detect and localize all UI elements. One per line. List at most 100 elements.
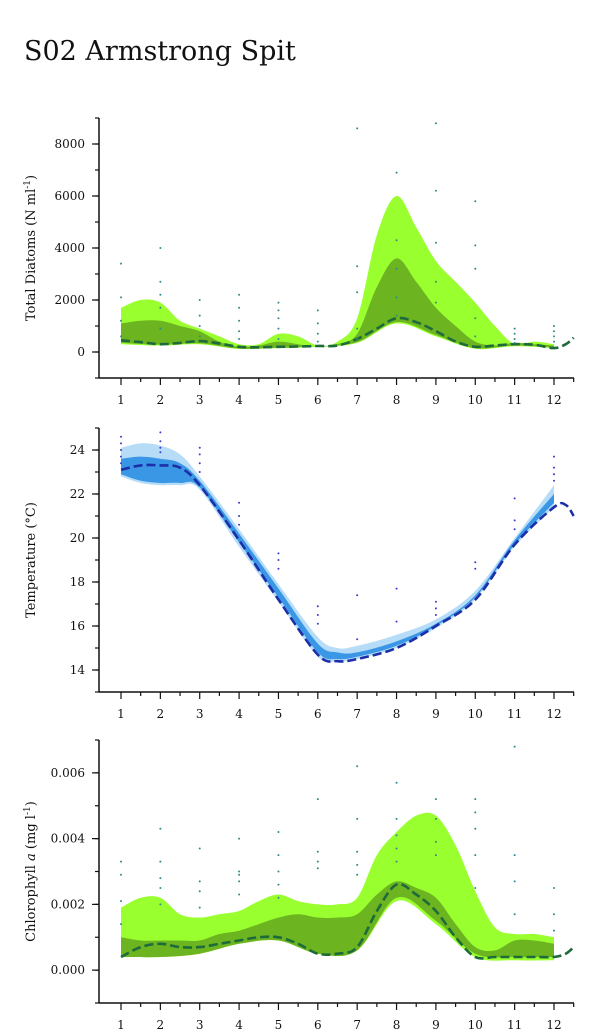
data-point — [120, 296, 122, 299]
x-tick-label: 1 — [117, 707, 125, 721]
data-point — [356, 291, 359, 294]
y-tick-label: 8000 — [54, 137, 85, 151]
x-tick-label: 8 — [393, 393, 401, 407]
data-point — [238, 873, 241, 876]
x-tick-label: 4 — [235, 707, 243, 721]
data-point — [395, 171, 398, 174]
data-point — [434, 840, 437, 843]
mean-line — [120, 882, 575, 960]
x-tick-label: 8 — [393, 707, 401, 721]
data-point — [198, 325, 201, 327]
data-point — [474, 200, 477, 203]
x-tick-label: 6 — [314, 707, 322, 721]
data-point — [277, 883, 280, 886]
data-point — [120, 262, 122, 265]
data-point — [513, 338, 516, 340]
data-point — [198, 314, 201, 317]
data-point — [513, 341, 516, 344]
data-point — [474, 335, 477, 338]
data-point — [159, 327, 162, 330]
x-tick-label: 12 — [546, 707, 561, 721]
data-point — [434, 301, 437, 304]
data-point — [553, 473, 555, 476]
data-point — [553, 466, 555, 469]
data-point — [553, 886, 555, 889]
data-point — [316, 605, 319, 608]
x-tick-label: 7 — [353, 393, 361, 407]
data-point — [316, 867, 319, 870]
data-point — [159, 877, 162, 880]
data-point — [316, 860, 319, 863]
data-point — [277, 327, 280, 330]
x-tick-label: 7 — [353, 707, 361, 721]
data-point — [395, 267, 398, 270]
x-tick-label: 7 — [353, 1018, 361, 1032]
data-point — [474, 854, 477, 857]
data-point — [316, 322, 319, 325]
data-point — [238, 880, 241, 883]
data-point — [159, 293, 162, 296]
inner-band — [121, 456, 554, 660]
data-point — [120, 455, 122, 458]
data-point — [316, 614, 319, 616]
y-tick-label: 24 — [70, 443, 86, 457]
y-tick-label: 14 — [70, 663, 86, 677]
data-point — [356, 594, 359, 597]
x-tick-label: 5 — [275, 393, 283, 407]
data-point — [474, 798, 477, 801]
x-tick-label: 10 — [468, 707, 483, 721]
data-point — [395, 834, 398, 837]
x-tick-label: 10 — [468, 393, 483, 407]
x-tick-label: 5 — [275, 1018, 283, 1032]
data-point — [513, 332, 516, 335]
data-point — [159, 280, 162, 283]
data-point — [120, 435, 122, 438]
data-point — [553, 913, 555, 916]
data-point — [159, 827, 162, 830]
data-point — [277, 896, 280, 899]
data-point — [513, 519, 516, 522]
x-tick-label: 2 — [157, 1018, 165, 1032]
y-tick-label: 20 — [70, 531, 85, 545]
data-point — [238, 319, 241, 322]
data-point — [474, 811, 477, 814]
data-point — [474, 267, 477, 270]
data-point — [513, 913, 516, 916]
data-point — [120, 442, 122, 445]
x-tick-label: 6 — [314, 1018, 322, 1032]
data-point — [120, 873, 122, 876]
data-point — [198, 462, 201, 465]
x-tick-label: 10 — [468, 1018, 483, 1032]
data-point — [238, 306, 241, 309]
data-point — [198, 471, 201, 473]
data-point — [356, 127, 359, 130]
data-point — [356, 873, 359, 876]
data-point — [513, 854, 516, 857]
data-point — [553, 325, 555, 327]
data-point — [513, 528, 516, 531]
data-point — [316, 798, 319, 801]
data-point — [238, 893, 241, 896]
page-title: S02 Armstrong Spit — [24, 36, 296, 67]
data-point — [513, 497, 516, 500]
data-point — [434, 189, 437, 192]
data-point — [159, 247, 162, 249]
data-point — [395, 314, 398, 317]
data-point — [434, 241, 437, 244]
data-point — [159, 451, 162, 454]
x-tick-label: 4 — [235, 1018, 243, 1032]
data-point — [474, 886, 477, 889]
data-point — [356, 638, 359, 641]
data-point — [277, 338, 280, 340]
x-tick-label: 11 — [507, 393, 522, 407]
data-point — [395, 781, 398, 784]
y-tick-label: 4000 — [54, 241, 85, 255]
data-point — [159, 446, 162, 449]
data-point — [120, 900, 122, 903]
data-point — [395, 860, 398, 863]
data-point — [238, 338, 241, 340]
data-point — [198, 446, 201, 449]
